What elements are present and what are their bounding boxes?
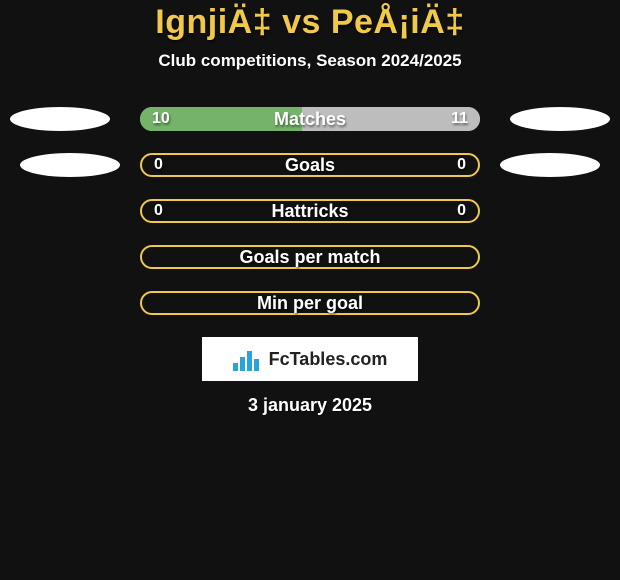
- stat-pill: Hattricks 0 0: [140, 199, 480, 223]
- stat-row: Goals per match: [0, 245, 620, 269]
- stat-pill: Matches 10 11: [140, 107, 480, 131]
- stat-row: Matches 10 11: [0, 107, 620, 131]
- stat-label: Matches: [274, 109, 346, 130]
- stat-value-right: 0: [457, 202, 466, 220]
- stat-value-right: 0: [457, 156, 466, 174]
- stat-value-right: 11: [451, 110, 468, 128]
- stat-row: Hattricks 0 0: [0, 199, 620, 223]
- logo-text: FcTables.com: [269, 349, 388, 370]
- stat-pill: Goals per match: [140, 245, 480, 269]
- logo-box: FcTables.com: [202, 337, 418, 381]
- stat-value-left: 0: [154, 156, 163, 174]
- stats-rows: Matches 10 11 Goals 0 0 Hattricks 0 0 Goals per m…: [0, 107, 620, 315]
- stat-label: Min per goal: [257, 293, 363, 314]
- stat-row: Goals 0 0: [0, 153, 620, 177]
- left-blob: [20, 153, 120, 177]
- right-blob: [500, 153, 600, 177]
- date-text: 3 january 2025: [0, 395, 620, 416]
- page-title: IgnjiÄ‡ vs PeÅ¡iÄ‡: [0, 4, 620, 41]
- left-blob: [10, 107, 110, 131]
- bar-chart-icon: [233, 347, 263, 371]
- stat-row: Min per goal: [0, 291, 620, 315]
- right-blob: [510, 107, 610, 131]
- stat-pill: Goals 0 0: [140, 153, 480, 177]
- stat-label: Goals per match: [239, 247, 380, 268]
- stat-value-left: 0: [154, 202, 163, 220]
- stat-label: Hattricks: [271, 201, 348, 222]
- stat-label: Goals: [285, 155, 335, 176]
- stat-value-left: 10: [152, 110, 170, 128]
- stat-pill: Min per goal: [140, 291, 480, 315]
- subtitle: Club competitions, Season 2024/2025: [0, 51, 620, 71]
